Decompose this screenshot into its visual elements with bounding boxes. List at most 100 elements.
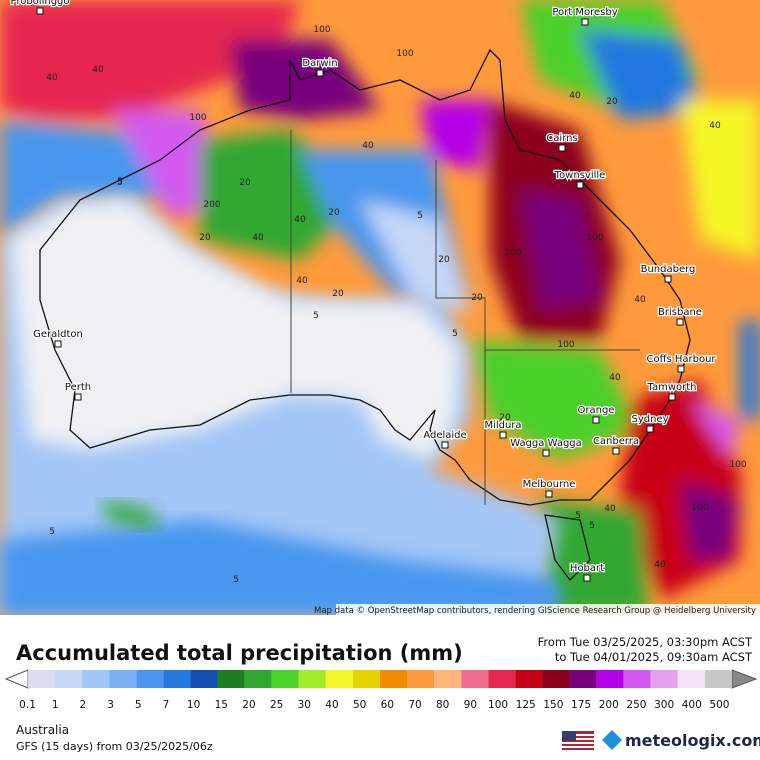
contour-label: 100 (313, 25, 330, 35)
colorbar-swatch (434, 670, 462, 688)
contour-label: 40 (609, 373, 621, 383)
contour-label: 40 (296, 276, 308, 286)
colorbar-label: 500 (709, 699, 729, 711)
colorbar-swatch (298, 670, 326, 688)
contour-label: 40 (294, 215, 306, 225)
city-label: Probolinggo (10, 0, 69, 7)
city-marker (576, 181, 584, 189)
city-marker (677, 365, 685, 373)
city-label: Sydney (631, 414, 668, 425)
city-marker (558, 144, 566, 152)
contour-label: 100 (396, 49, 413, 59)
attribution: Map data © OpenStreetMap contributors, r… (314, 606, 756, 616)
region: Australia (16, 723, 69, 737)
contour-label: 5 (589, 521, 595, 531)
colorbar-swatch (217, 670, 245, 688)
colorbar-swatch (704, 670, 732, 688)
city-label: Perth (65, 382, 91, 393)
flag (562, 731, 594, 750)
city-label: Port Moresby (552, 7, 617, 18)
city-marker (668, 393, 676, 401)
date-from: From Tue 03/25/2025, 03:30pm ACST (538, 635, 753, 649)
city-marker (545, 490, 553, 498)
date-to: to Tue 04/01/2025, 09:30am ACST (555, 650, 753, 664)
colorbar: 0.1 1 2 3 5 7 10 15 20 25 30 40 50 60 70 80 90 100 125 150 1… (4, 669, 758, 711)
colorbar-label: 50 (353, 699, 366, 711)
city-label: Adelaide (423, 430, 466, 441)
colorbar-swatch (380, 670, 408, 688)
city-label: Brisbane (658, 307, 702, 318)
colorbar-label: 400 (682, 699, 702, 711)
map: Map data © OpenStreetMap contributors, r… (0, 0, 760, 616)
tasmania (544, 514, 591, 581)
colorbar-label: 200 (599, 699, 619, 711)
contour-label: 20 (332, 289, 344, 299)
contour-label: 5 (233, 575, 239, 585)
colorbar-label: 0.1 (19, 699, 36, 711)
contour-label: 20 (438, 255, 450, 265)
contour-label: 5 (452, 329, 458, 339)
contour-label: 100 (586, 233, 603, 243)
colorbar-swatch (650, 670, 678, 688)
colorbar-label: 15 (215, 699, 228, 711)
city-label: Coffs Harbour (646, 354, 716, 365)
colorbar-label: 25 (270, 699, 283, 711)
city-label: Orange (578, 405, 615, 416)
contour-label: 40 (92, 65, 104, 75)
colorbar-swatch (325, 670, 353, 688)
city-marker (36, 7, 44, 15)
colorbar-label: 90 (464, 699, 477, 711)
city-label: Geraldton (33, 329, 83, 340)
colorbar-label: 40 (325, 699, 338, 711)
logo-icon (602, 730, 622, 750)
colorbar-swatch (596, 670, 624, 688)
colorbar-label: 100 (488, 699, 508, 711)
city-marker (499, 431, 507, 439)
city-label: Canberra (593, 436, 639, 447)
contour-label: 40 (362, 141, 374, 151)
city-marker (542, 449, 550, 457)
colorbar-arrow-right (731, 669, 758, 689)
cities: Probolinggo Port Moresby Darwin Cairns Towns… (9, 0, 718, 582)
colorbar-swatch (136, 670, 164, 688)
colorbar-label: 2 (80, 699, 87, 711)
colorbar-label: 5 (135, 699, 142, 711)
city-label: Hobart (570, 563, 604, 574)
colorbar-arrow-left (4, 669, 29, 689)
contour-label: 40 (604, 504, 616, 514)
city-label: Darwin (302, 58, 337, 69)
colorbar-label: 30 (298, 699, 311, 711)
colorbar-label: 175 (571, 699, 591, 711)
contour-label: 5 (117, 178, 123, 188)
colorbar-label: 10 (187, 699, 200, 711)
contour-label: 5 (417, 211, 423, 221)
contour-label: 200 (203, 200, 220, 210)
state-borders (290, 130, 640, 505)
contour-label: 100 (189, 113, 206, 123)
contour-label: 5 (49, 527, 55, 537)
colorbar-label: 125 (516, 699, 536, 711)
colorbar-swatch (623, 670, 651, 688)
colorbar-label: 1 (52, 699, 59, 711)
contour-label: 5 (575, 511, 581, 521)
contour-label: 20 (199, 233, 211, 243)
contour-label: 20 (471, 293, 483, 303)
brand[interactable]: meteologix.com (625, 731, 760, 750)
colorbar-swatch (109, 670, 137, 688)
city-marker (54, 340, 62, 348)
city-marker (316, 69, 324, 77)
city-marker (74, 393, 82, 401)
colorbar-label: 300 (654, 699, 674, 711)
colorbar-swatch (82, 670, 110, 688)
city-label: Cairns (546, 133, 577, 144)
contour-label: 100 (557, 340, 574, 350)
colorbar-label: 3 (107, 699, 114, 711)
city-label: Townsville (554, 170, 606, 181)
contour-labels: 100 40 40 20 100 200 40 20 5 40 40 20 5 40 20 5 20 5 100 20… (46, 25, 747, 585)
colorbar-swatch (488, 670, 516, 688)
colorbar-label: 20 (242, 699, 255, 711)
contour-label: 40 (46, 73, 58, 83)
contour-label: 5 (313, 311, 319, 321)
contour-label: 40 (654, 560, 666, 570)
